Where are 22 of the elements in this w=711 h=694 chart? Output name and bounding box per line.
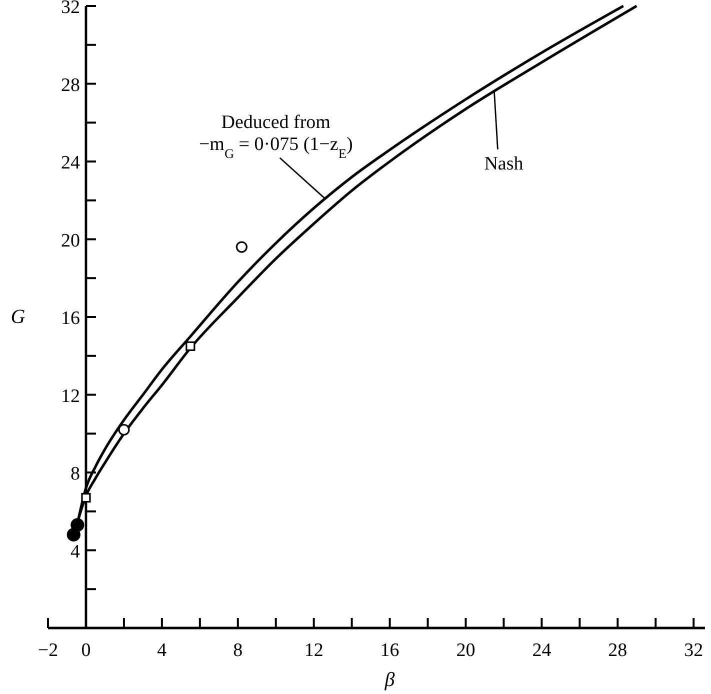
x-tick-label: 0 — [81, 640, 91, 661]
text: Nash — [484, 153, 524, 174]
y-tick-label: 32 — [60, 0, 80, 18]
y-tick-label: 8 — [70, 464, 80, 484]
series-label: Deduced from −m$_{G}$ = 0·075 (1−z$_{E}$) — [198, 112, 353, 160]
x-tick-label: 4 — [157, 640, 168, 661]
y-tick-label: 16 — [60, 308, 80, 329]
y-axis-title: G — [10, 306, 26, 328]
x-tick-label: 20 — [456, 640, 476, 661]
x-tick-label: 16 — [380, 640, 400, 661]
x-tick-label: 24 — [532, 640, 552, 661]
y-tick-label: 4 — [70, 541, 80, 562]
x-tick-label: 28 — [608, 640, 628, 661]
y-tick-label: 24 — [60, 152, 80, 174]
y-tick-label: 12 — [60, 386, 80, 407]
x-tick-label: 8 — [233, 640, 243, 661]
y-tick-label: 28 — [60, 74, 80, 96]
x-tick-label: 12 — [304, 640, 324, 661]
x-tick-label: −2 — [38, 640, 58, 661]
x-tick-label: 32 — [684, 640, 704, 661]
x-axis-title: β — [384, 669, 395, 691]
y-tick-label: 20 — [60, 230, 80, 252]
